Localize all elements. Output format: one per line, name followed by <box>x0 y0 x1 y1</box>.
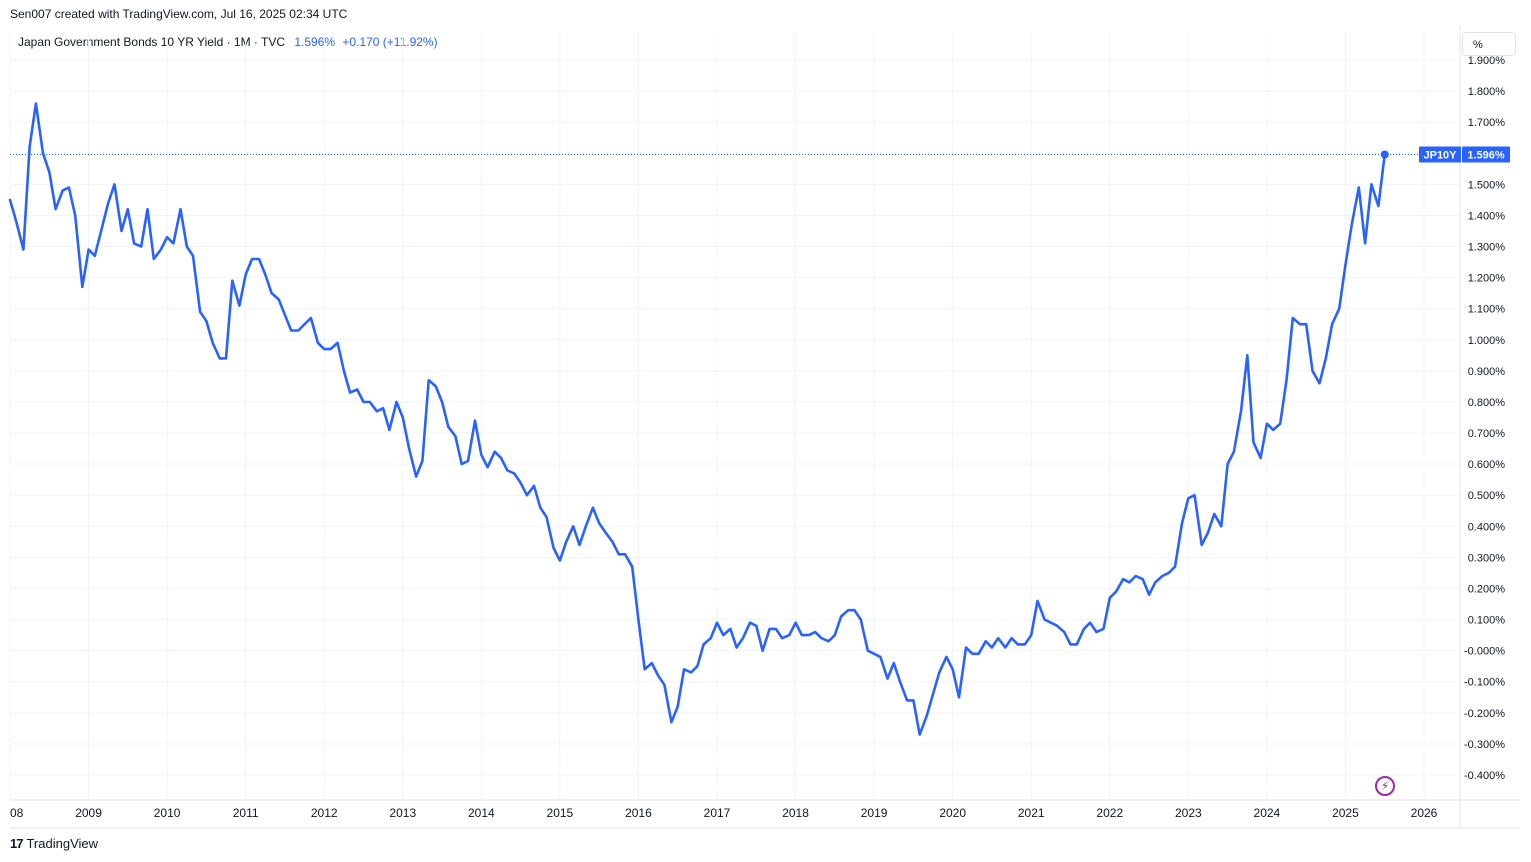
x-tick-label: 2018 <box>782 806 809 820</box>
y-tick-label: 1.900% <box>1468 55 1506 67</box>
y-tick-label: -0.400% <box>1464 770 1505 782</box>
x-tick-label: 2020 <box>939 806 966 820</box>
x-tick-label: 2012 <box>311 806 338 820</box>
x-tick-label: 2014 <box>468 806 495 820</box>
x-tick-label: 2017 <box>704 806 731 820</box>
y-tick-label: -0.300% <box>1464 739 1505 751</box>
y-tick-label: 0.200% <box>1468 583 1506 595</box>
symbol-legend[interactable]: Japan Government Bonds 10 YR Yield · 1M … <box>18 35 438 49</box>
y-tick-label: 1.200% <box>1468 273 1506 285</box>
y-tick-label: 0.100% <box>1468 615 1506 627</box>
x-tick-label: 2026 <box>1411 806 1438 820</box>
y-tick-label: -0.200% <box>1464 708 1505 720</box>
y-tick-label: 0.500% <box>1468 490 1506 502</box>
chart-credit: Sen007 created with TradingView.com, Jul… <box>10 7 348 21</box>
y-tick-label: 1.700% <box>1468 117 1506 129</box>
x-axis-labels: 08 2009 2010 2011 2012 2013 2014 2015 2016 2017 20… <box>10 806 1438 820</box>
flash-icon[interactable]: ⚡ <box>1375 776 1395 796</box>
axis-frame <box>10 25 1520 829</box>
x-tick-label: 2024 <box>1254 806 1281 820</box>
y-tick-label: 1.500% <box>1468 179 1506 191</box>
x-tick-label: 2009 <box>75 806 102 820</box>
price-tag-symbol: JP10Y <box>1423 150 1457 162</box>
x-tick-label: 2015 <box>547 806 574 820</box>
price-scale-unit-button[interactable]: % <box>1462 32 1516 56</box>
symbol-description[interactable]: Japan Government Bonds 10 YR Yield · 1M … <box>18 35 286 49</box>
brand-name: TradingView <box>26 836 99 851</box>
x-tick-label: 2023 <box>1175 806 1202 820</box>
x-tick-label: 08 <box>10 806 24 820</box>
yield-series <box>8 102 1418 736</box>
y-tick-label: 0.700% <box>1468 428 1506 440</box>
x-tick-label: 2013 <box>389 806 416 820</box>
x-tick-label: 2011 <box>233 806 259 820</box>
y-tick-label: 0.400% <box>1468 521 1506 533</box>
y-tick-label: -0.100% <box>1464 677 1505 689</box>
tradingview-logo-icon: 17 <box>10 836 24 851</box>
price-tag-symbol-box <box>1419 146 1461 163</box>
x-tick-label: 2016 <box>625 806 652 820</box>
price-tag: JP10Y 1.596% <box>1419 146 1510 163</box>
y-tick-label: 1.300% <box>1468 242 1506 254</box>
legend-last-value: 1.596% <box>294 35 336 49</box>
last-point-marker <box>1380 150 1389 159</box>
brand-footer[interactable]: 17 TradingView <box>10 836 98 851</box>
x-tick-label: 2022 <box>1096 806 1123 820</box>
y-axis-labels: -0.400% -0.300% -0.200% -0.100% -0.000% 0.100… <box>1464 55 1505 782</box>
y-tick-label: -0.000% <box>1464 646 1505 658</box>
legend-change: +0.170 (+11.92%) <box>342 35 438 49</box>
x-tick-label: 2010 <box>154 806 181 820</box>
y-tick-label: 0.900% <box>1468 366 1506 378</box>
x-tick-label: 2019 <box>861 806 888 820</box>
price-tag-value-box <box>1462 146 1510 163</box>
y-tick-label: 0.300% <box>1468 552 1506 564</box>
y-tick-label: 0.600% <box>1468 459 1506 471</box>
price-tag-value: 1.596% <box>1467 150 1505 162</box>
y-tick-label: 0.800% <box>1468 397 1506 409</box>
y-tick-label: 1.400% <box>1468 210 1506 222</box>
y-tick-label: 1.100% <box>1468 304 1506 316</box>
x-tick-label: 2021 <box>1018 806 1045 820</box>
chart-grid <box>9 32 1460 800</box>
x-tick-label: 2025 <box>1332 806 1359 820</box>
y-tick-label: 1.000% <box>1468 335 1506 347</box>
y-tick-label: 1.800% <box>1468 86 1506 98</box>
series-line <box>8 102 1386 736</box>
